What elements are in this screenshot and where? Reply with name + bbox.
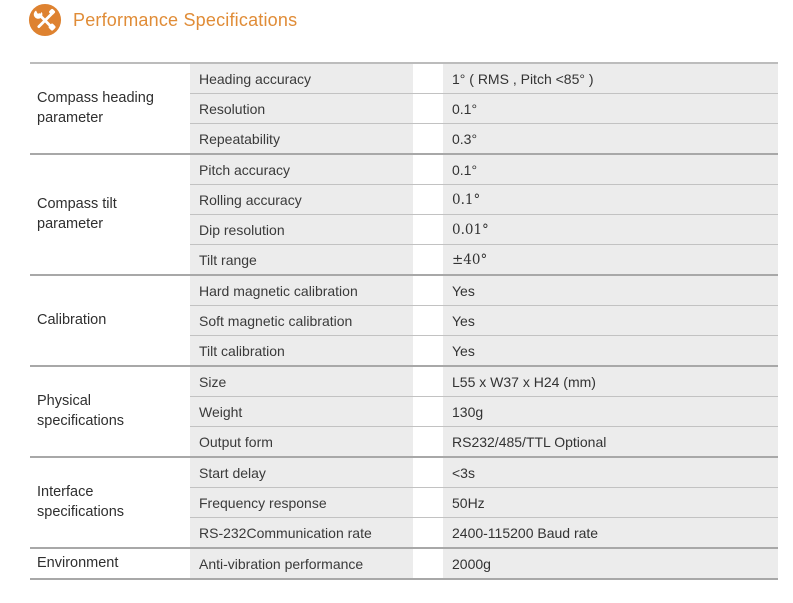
column-gap <box>413 215 443 244</box>
column-gap <box>413 518 443 547</box>
column-gap <box>413 185 443 214</box>
column-gap <box>413 488 443 517</box>
param-cell: Dip resolution <box>190 215 413 244</box>
param-cell: Heading accuracy <box>190 64 413 93</box>
value-cell: 0.1° <box>443 94 778 123</box>
table-row: Soft magnetic calibration Yes <box>190 306 778 336</box>
table-row: Resolution 0.1° <box>190 94 778 124</box>
table-row: Pitch accuracy 0.1° <box>190 155 778 185</box>
page-title: Performance Specifications <box>73 9 298 30</box>
param-cell: Pitch accuracy <box>190 155 413 184</box>
param-cell: Rolling accuracy <box>190 185 413 214</box>
column-gap <box>413 124 443 153</box>
group-rows: Hard magnetic calibration Yes Soft magneti… <box>190 276 778 365</box>
param-cell: Anti-vibration performance <box>190 549 413 578</box>
category-label: Environment <box>30 549 190 578</box>
value-cell: 0.3° <box>443 124 778 153</box>
column-gap <box>413 458 443 487</box>
spec-group: Calibration Hard magnetic calibration Yes… <box>30 276 778 367</box>
table-row: Start delay <3s <box>190 458 778 488</box>
group-rows: Pitch accuracy 0.1° Rolling accuracy 0.1° Di… <box>190 155 778 274</box>
table-row: Anti-vibration performance 2000g <box>190 549 778 578</box>
value-cell: 1° ( RMS , Pitch <85° ) <box>443 64 778 93</box>
group-rows: Heading accuracy 1° ( RMS , Pitch <85° ) R… <box>190 64 778 153</box>
spec-group: Environment Anti-vibration performance 20… <box>30 549 778 580</box>
group-rows: Size L55 x W37 x H24 (mm) Weight 130g Output… <box>190 367 778 456</box>
category-label: Calibration <box>30 276 190 365</box>
column-gap <box>413 245 443 274</box>
value-cell: Yes <box>443 306 778 335</box>
column-gap <box>413 155 443 184</box>
value-cell: Yes <box>443 336 778 365</box>
param-cell: Start delay <box>190 458 413 487</box>
param-cell: Resolution <box>190 94 413 123</box>
param-cell: Tilt calibration <box>190 336 413 365</box>
param-cell: Output form <box>190 427 413 456</box>
value-cell: 2000g <box>443 549 778 578</box>
column-gap <box>413 336 443 365</box>
spec-group: Interface specifications Start delay <3s F… <box>30 458 778 549</box>
crossed-tools-icon <box>28 3 62 37</box>
group-rows: Anti-vibration performance 2000g <box>190 549 778 578</box>
column-gap <box>413 64 443 93</box>
spec-group: Compass heading parameter Heading accura… <box>30 64 778 155</box>
value-cell: L55 x W37 x H24 (mm) <box>443 367 778 396</box>
column-gap <box>413 367 443 396</box>
category-label: Interface specifications <box>30 458 190 547</box>
table-row: Frequency response 50Hz <box>190 488 778 518</box>
spec-group: Physical specifications Size L55 x W37 x … <box>30 367 778 458</box>
param-cell: Frequency response <box>190 488 413 517</box>
column-gap <box>413 549 443 578</box>
table-row: RS-232Communication rate 2400-115200 Baud… <box>190 518 778 547</box>
table-row: Output form RS232/485/TTL Optional <box>190 427 778 456</box>
spec-table: Compass heading parameter Heading accura… <box>30 62 778 580</box>
category-label: Compass heading parameter <box>30 64 190 153</box>
param-cell: Repeatability <box>190 124 413 153</box>
table-row: Tilt calibration Yes <box>190 336 778 365</box>
param-cell: RS-232Communication rate <box>190 518 413 547</box>
column-gap <box>413 94 443 123</box>
group-rows: Start delay <3s Frequency response 50Hz RS-2… <box>190 458 778 547</box>
table-row: Repeatability 0.3° <box>190 124 778 153</box>
table-row: Dip resolution 0.01° <box>190 215 778 245</box>
value-cell: Yes <box>443 276 778 305</box>
param-cell: Tilt range <box>190 245 413 274</box>
value-cell: 130g <box>443 397 778 426</box>
category-label: Compass tilt parameter <box>30 155 190 274</box>
table-row: Size L55 x W37 x H24 (mm) <box>190 367 778 397</box>
table-row: Tilt range ±40° <box>190 245 778 274</box>
value-cell: 0.1° <box>443 185 778 214</box>
param-cell: Size <box>190 367 413 396</box>
value-cell: 2400-115200 Baud rate <box>443 518 778 547</box>
column-gap <box>413 397 443 426</box>
value-cell: 0.01° <box>443 215 778 244</box>
value-cell: 50Hz <box>443 488 778 517</box>
table-row: Rolling accuracy 0.1° <box>190 185 778 215</box>
table-row: Hard magnetic calibration Yes <box>190 276 778 306</box>
column-gap <box>413 427 443 456</box>
table-row: Heading accuracy 1° ( RMS , Pitch <85° ) <box>190 64 778 94</box>
param-cell: Soft magnetic calibration <box>190 306 413 335</box>
value-cell: RS232/485/TTL Optional <box>443 427 778 456</box>
category-label: Physical specifications <box>30 367 190 456</box>
column-gap <box>413 306 443 335</box>
param-cell: Weight <box>190 397 413 426</box>
value-cell: ±40° <box>443 245 778 274</box>
spec-group: Compass tilt parameter Pitch accuracy 0.1… <box>30 155 778 276</box>
column-gap <box>413 276 443 305</box>
param-cell: Hard magnetic calibration <box>190 276 413 305</box>
value-cell: 0.1° <box>443 155 778 184</box>
page-header: Performance Specifications <box>28 3 297 37</box>
value-cell: <3s <box>443 458 778 487</box>
table-row: Weight 130g <box>190 397 778 427</box>
